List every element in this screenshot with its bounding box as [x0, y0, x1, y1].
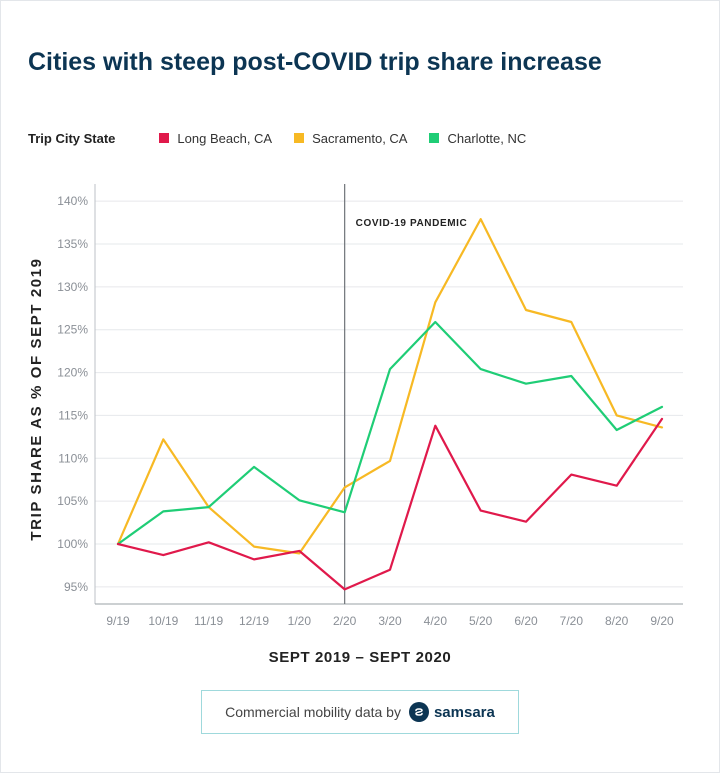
x-tick-label: 4/20: [424, 614, 448, 628]
y-tick-label: 125%: [57, 323, 88, 337]
chart-title: Cities with steep post-COVID trip share …: [28, 48, 602, 76]
x-tick-label: 12/19: [239, 614, 269, 628]
series-line-long-beach: [116, 417, 664, 591]
legend: Trip City State Long Beach, CA Sacrament…: [28, 128, 548, 148]
y-tick-label: 130%: [57, 280, 88, 294]
y-tick-label: 140%: [57, 194, 88, 208]
covid-annotation-label: COVID-19 PANDEMIC: [356, 218, 468, 229]
y-tick-label: 105%: [57, 494, 88, 508]
samsara-logo-icon: [408, 702, 429, 722]
samsara-logo-text: samsara: [433, 703, 495, 721]
grid: [95, 200, 683, 588]
annotation-layer: COVID-19 PANDEMIC: [344, 184, 468, 604]
legend-swatch-sacramento: [294, 133, 305, 143]
y-tick-label: 110%: [58, 451, 88, 465]
tick-labels: 95% 100% 105% 110% 115% 120% 125% 130% 135% 140% 9…: [57, 194, 674, 628]
x-tick-label: 6/20: [514, 614, 538, 628]
legend-item-sacramento[interactable]: Sacramento, CA: [294, 131, 407, 146]
y-axis-title: TRIP SHARE AS % OF SEPT 2019: [28, 257, 45, 540]
line-chart: COVID-19 PANDEMIC 95% 100% 105% 110% 115% 120…: [28, 184, 683, 666]
legend-title: Trip City State: [28, 130, 116, 146]
x-tick-label: 5/20: [469, 614, 493, 628]
axes: [94, 184, 683, 605]
x-tick-label: 2/20: [333, 614, 357, 628]
y-tick-label: 95%: [64, 580, 88, 594]
samsara-logo[interactable]: samsara: [408, 702, 495, 722]
legend-label-sacramento: Sacramento, CA: [312, 130, 408, 146]
x-tick-label: 8/20: [605, 614, 629, 628]
x-tick-label: 3/20: [378, 614, 402, 628]
legend-swatch-charlotte: [429, 133, 440, 143]
legend-item-charlotte[interactable]: Charlotte, NC: [429, 131, 526, 146]
x-tick-label: 10/19: [148, 614, 178, 628]
y-tick-label: 100%: [57, 537, 88, 551]
y-tick-label: 135%: [57, 237, 88, 251]
legend-item-long-beach[interactable]: Long Beach, CA: [159, 131, 272, 146]
credit-text: Commercial mobility data by: [225, 704, 401, 720]
y-tick-label: 120%: [57, 366, 88, 380]
x-tick-label: 11/19: [194, 614, 223, 628]
x-tick-label: 7/20: [560, 614, 584, 628]
x-axis-title: SEPT 2019 – SEPT 2020: [269, 649, 452, 666]
legend-swatch-long-beach: [159, 133, 170, 143]
data-credit-box: Commercial mobility data by samsara: [201, 690, 519, 734]
x-tick-label: 9/19: [106, 614, 130, 628]
legend-label-long-beach: Long Beach, CA: [177, 130, 273, 146]
series-line-charlotte: [116, 320, 664, 546]
legend-label-charlotte: Charlotte, NC: [447, 130, 527, 146]
y-tick-label: 115%: [58, 408, 88, 422]
series-layer: [116, 218, 664, 591]
x-tick-label: 1/20: [288, 614, 312, 628]
x-tick-label: 9/20: [650, 614, 674, 628]
